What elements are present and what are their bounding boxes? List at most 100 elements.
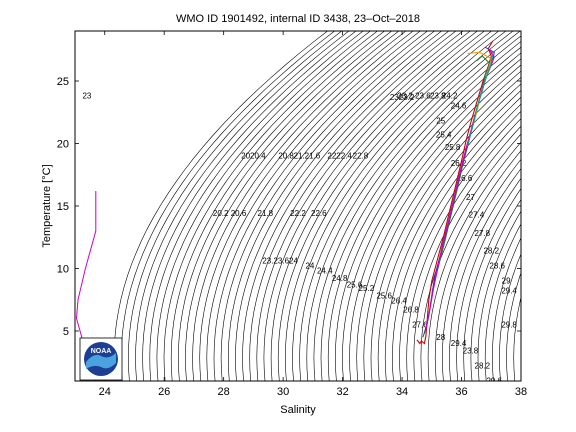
isopycnal-line [299, 31, 514, 381]
isopycnal-label: 26.8 [403, 305, 419, 314]
isopycnal-line [192, 31, 407, 381]
isopycnal-line [520, 343, 521, 373]
isopycnal-label: 28 [436, 333, 445, 342]
x-axis-ticks: 24 26 28 30 32 34 36 38 [99, 31, 527, 398]
isopycnal-line [377, 89, 521, 381]
isopycnal-line [170, 31, 385, 381]
isopycnal-line [149, 31, 364, 381]
isopycnal-line [413, 125, 521, 381]
logo-text: NOAA [91, 348, 112, 355]
isopycnal-label: 21.8 [258, 209, 274, 218]
isopycnal-line [327, 46, 521, 381]
isopycnal-line [320, 41, 521, 381]
isopycnal-line [277, 31, 492, 381]
isopycnal-label: 28.2 [483, 247, 499, 256]
isopycnal-line [313, 35, 521, 381]
isopycnal-line [484, 223, 521, 381]
isopycnal-line [235, 31, 449, 381]
isopycnal-line [249, 31, 464, 381]
isopycnal-label: 23.8 [463, 347, 479, 356]
isopycnal-line [456, 177, 521, 381]
isopycnal-label: 29.4 [451, 339, 467, 348]
isopycnal-line [349, 64, 521, 381]
isopycnal-label: 20.6 [231, 209, 247, 218]
isopycnal-line [227, 31, 442, 381]
isopycnal-label: 21.21.6 [294, 152, 321, 161]
isopycnal-label: 2222.4 [327, 152, 352, 161]
isopycnal-label: 29.4 [501, 287, 517, 296]
isopycnal-label: 30 [502, 382, 511, 391]
x-tick-label: 26 [158, 386, 170, 398]
isopycnal-line [242, 31, 457, 381]
isopycnal-line [513, 296, 521, 381]
isopycnal-label: 25.6 [347, 280, 363, 289]
isopycnal-line [399, 110, 521, 381]
x-tick-label: 28 [218, 386, 230, 398]
isopycnal-line [449, 168, 521, 381]
isopycnal-line [392, 103, 521, 381]
isopycnal-line [477, 210, 521, 381]
isopycnal-label: 29 [502, 277, 511, 286]
isopycnal-line [506, 271, 521, 381]
isopycnal-line [220, 31, 435, 381]
isopycnal-label: 28.6 [489, 262, 505, 271]
x-tick-label: 24 [99, 386, 111, 398]
isopycnal-line [542, 31, 576, 381]
isopycnal-line [434, 150, 521, 381]
isopycnal-label: 23.2 [397, 92, 413, 101]
isopycnal-contours [113, 31, 576, 381]
isopycnal-line [406, 118, 521, 381]
x-tick-label: 38 [515, 386, 527, 398]
x-tick-label: 34 [396, 386, 408, 398]
isopycnal-line [571, 31, 576, 381]
isopycnal-label: 24.4 [317, 267, 333, 276]
isopycnal-line [463, 188, 521, 381]
isopycnal-label: 25.2 [359, 284, 375, 293]
isopycnal-line [441, 158, 521, 381]
isopycnal-label: 23.8 [430, 92, 446, 101]
isopycnal-label: 23.6 [415, 92, 431, 101]
isopycnal-line [263, 31, 478, 381]
isopycnal-line [306, 31, 521, 381]
isopycnal-labels: 23 23.2 23.6 23.824.224.62525.425.826.226.6… [82, 92, 517, 391]
isopycnal-line [128, 31, 342, 381]
y-tick-label: 10 [57, 264, 69, 276]
isopycnal-line [156, 31, 371, 381]
isopycnal-line [557, 31, 576, 381]
isopycnal-line [163, 31, 378, 381]
y-tick-label: 15 [57, 201, 69, 213]
isopycnal-label: 23.23.624 [262, 257, 298, 266]
isopycnal-label: 26.6 [457, 174, 473, 183]
isopycnal-line [528, 31, 576, 381]
isopycnal-line [549, 31, 576, 381]
y-axis-ticks: 5 10 15 20 25 [57, 76, 521, 338]
isopycnal-line [363, 76, 521, 381]
y-tick-label: 20 [57, 139, 69, 151]
isopycnal-line [135, 31, 350, 381]
y-tick-label: 25 [57, 76, 69, 88]
isopycnal-line [142, 31, 357, 381]
isopycnal-label: 22.8 [353, 152, 369, 161]
isopycnal-line [491, 237, 521, 381]
isopycnal-label: 27 [466, 193, 475, 202]
profile-series [416, 40, 495, 345]
isopycnal-line [213, 31, 428, 381]
isopycnal-line [470, 198, 521, 381]
isopycnal-line [384, 96, 521, 381]
isopycnal-line [499, 253, 521, 381]
isopycnal-label: 29.8 [501, 320, 517, 329]
isopycnal-label: 20.2 [213, 209, 229, 218]
isopycnal-line [370, 83, 521, 381]
isopycnal-line [113, 31, 328, 381]
x-axis-label: Salinity [280, 404, 316, 416]
isopycnal-line [120, 31, 335, 381]
isopycnal-label: 22.6 [311, 209, 327, 218]
isopycnal-line [185, 31, 399, 381]
isopycnal-label: 24.8 [332, 274, 348, 283]
isopycnal-label: 24.2 [442, 92, 458, 101]
isopycnal-line [564, 31, 576, 381]
isopycnal-label: 27.8 [475, 229, 491, 238]
x-tick-label: 32 [336, 386, 348, 398]
y-axis-label: Temperature [°C] [41, 164, 53, 247]
